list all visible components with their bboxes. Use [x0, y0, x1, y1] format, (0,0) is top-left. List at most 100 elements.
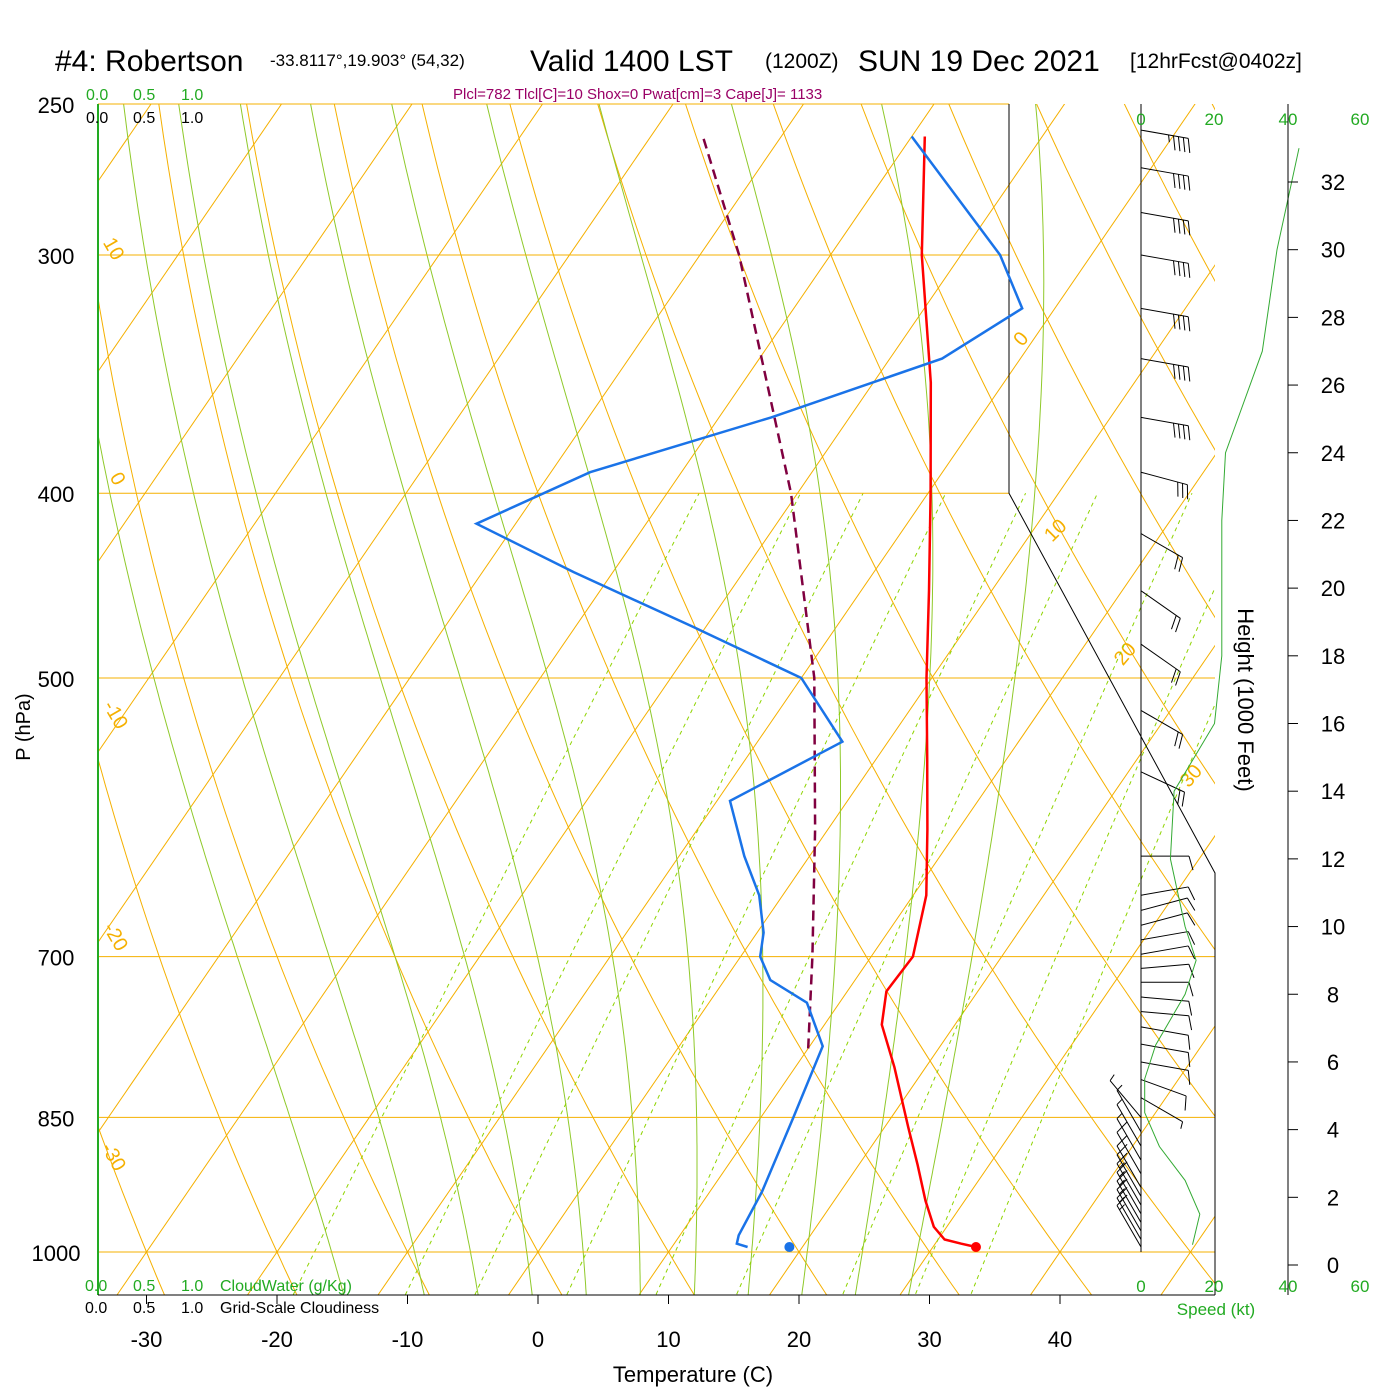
wind-barb-staff [1140, 416, 1189, 427]
wind-barb-staff [1140, 1026, 1189, 1036]
wind-barb-flag [1175, 671, 1181, 686]
wind-barb [1140, 1011, 1193, 1031]
wind-barb [1140, 129, 1191, 153]
wind-barb-flag [1178, 557, 1184, 572]
mixing-ratio-label: 3 [463, 1307, 482, 1325]
wind-barb-flag [1187, 220, 1191, 236]
wind-barb-flag [1170, 615, 1177, 630]
pressure-tick-label: 850 [38, 1106, 75, 1131]
wind-barb-flag [1182, 219, 1186, 235]
isotherm-line [768, 644, 1215, 1295]
wind-barb-flag [1187, 1035, 1191, 1050]
height-tick-label: 32 [1321, 170, 1345, 195]
wind-barb-flag [1116, 1152, 1128, 1164]
x-axis-title: Temperature (C) [613, 1362, 773, 1387]
dry-adiabat-line [158, 104, 563, 1295]
cloud-top-green-1: 0.5 [133, 87, 155, 104]
wind-barb-flag [1174, 554, 1179, 570]
wind-barb-staff [1140, 1079, 1187, 1097]
plot-frame [97, 104, 1216, 1296]
dry-adiabat-line [1369, 70, 1400, 1331]
isotherm-line [899, 834, 1215, 1295]
wind-barb [1140, 471, 1189, 500]
wind-speed-line [1144, 148, 1300, 1245]
pressure-tick-label: 700 [38, 946, 75, 971]
wind-barb [1140, 533, 1184, 572]
right-frame-line [1008, 104, 1216, 1295]
wind-barb-flag [1187, 176, 1191, 191]
moist-adiabat-line [239, 104, 533, 1295]
wind-barb-staff [1140, 212, 1189, 222]
wind-barb-staff [1116, 1104, 1142, 1147]
isotherm-line [98, 104, 805, 1134]
dry-adiabat-label: 10 [98, 234, 128, 264]
wind-barb-flag [1187, 425, 1191, 441]
wind-barb-staff [1116, 1145, 1142, 1188]
wind-barb [1140, 771, 1185, 807]
wind-barb [1140, 1079, 1187, 1111]
height-tick-label: 30 [1321, 238, 1345, 263]
wind-barb-flag [1182, 315, 1186, 331]
wind-barb-flag [1173, 423, 1176, 438]
cloud-top-green-0: 0.0 [86, 87, 108, 104]
height-tick-label: 14 [1321, 779, 1345, 804]
speed-tick-top: 20 [1205, 110, 1224, 129]
wind-barb-staff [1140, 931, 1189, 941]
wind-barb-staff [1140, 471, 1188, 486]
height-tick-label: 28 [1321, 305, 1345, 330]
wind-barb-flag [1116, 1143, 1128, 1156]
wind-barb-staff [1140, 167, 1189, 177]
y-axis-title: P (hPa) [13, 693, 35, 760]
wind-barb-staff [1116, 1132, 1142, 1175]
wind-barb [1140, 931, 1196, 945]
wind-barb-staff [1140, 996, 1189, 1002]
wind-barb [1140, 254, 1191, 278]
x-tick-label: -20 [261, 1327, 293, 1352]
dry-adiabat-line [860, 104, 1215, 785]
mixing-ratio-lines: 1 2 3 5 8 12 20 [292, 492, 1215, 1328]
surface-temperature-marker [970, 1242, 981, 1253]
wind-barb [1140, 1026, 1191, 1050]
moist-adiabats [98, 104, 1045, 1295]
mixing-ratio-line [404, 492, 801, 1295]
wind-barb-flag [1173, 314, 1176, 329]
wind-barb [1140, 1061, 1191, 1085]
wind-barb-staff [1140, 963, 1189, 969]
wind-barb-flag [1187, 263, 1191, 278]
cloud-bottom-green-0: 0.0 [85, 1278, 107, 1295]
dry-adiabat-line [684, 104, 1215, 1118]
dry-adiabat-label: -30 [96, 1139, 130, 1175]
speed-axis-title: Speed (kt) [1177, 1300, 1255, 1319]
height-tick-label: 4 [1327, 1118, 1339, 1143]
wind-barb-staff [1140, 358, 1189, 368]
speed-tick-top: 60 [1351, 110, 1370, 129]
wind-barb [1140, 358, 1191, 382]
x-tick-label: 20 [787, 1327, 811, 1352]
wind-barb-flag [1173, 135, 1176, 151]
moist-adiabat-line [178, 104, 479, 1295]
isotherm-line [1029, 1025, 1215, 1295]
cloud-bottom-green-1: 0.5 [133, 1278, 155, 1295]
isotherm-line [638, 454, 1215, 1295]
x-tick-label: 40 [1048, 1327, 1072, 1352]
speed-tick-bottom: 0 [1136, 1277, 1145, 1296]
wind-barb-flag [1187, 316, 1191, 332]
cloud-bottom-black-0: 0.0 [85, 1300, 107, 1317]
wind-barb [1140, 590, 1181, 633]
wind-barb [1140, 643, 1181, 686]
x-tick-label: -10 [392, 1327, 424, 1352]
moist-adiabat-line [908, 104, 1045, 1295]
wind-barb-flag [1187, 366, 1191, 382]
wind-barb [1116, 1161, 1142, 1215]
wind-barb-staff [1140, 912, 1188, 926]
wind-barb-staff [1140, 533, 1183, 559]
height-tick-label: 2 [1327, 1185, 1339, 1210]
forecast-label: [12hrFcst@0402z] [1130, 50, 1302, 73]
moist-adiabat-line [391, 104, 641, 1295]
dewpoint-line [473, 135, 1024, 1249]
mixing-ratio-label: 12 [722, 1303, 747, 1328]
wind-barb-staff [1140, 1043, 1189, 1053]
wind-barbs [1109, 129, 1196, 1248]
wind-barb-half [1119, 1162, 1125, 1169]
dry-adiabat-line [421, 104, 960, 1295]
